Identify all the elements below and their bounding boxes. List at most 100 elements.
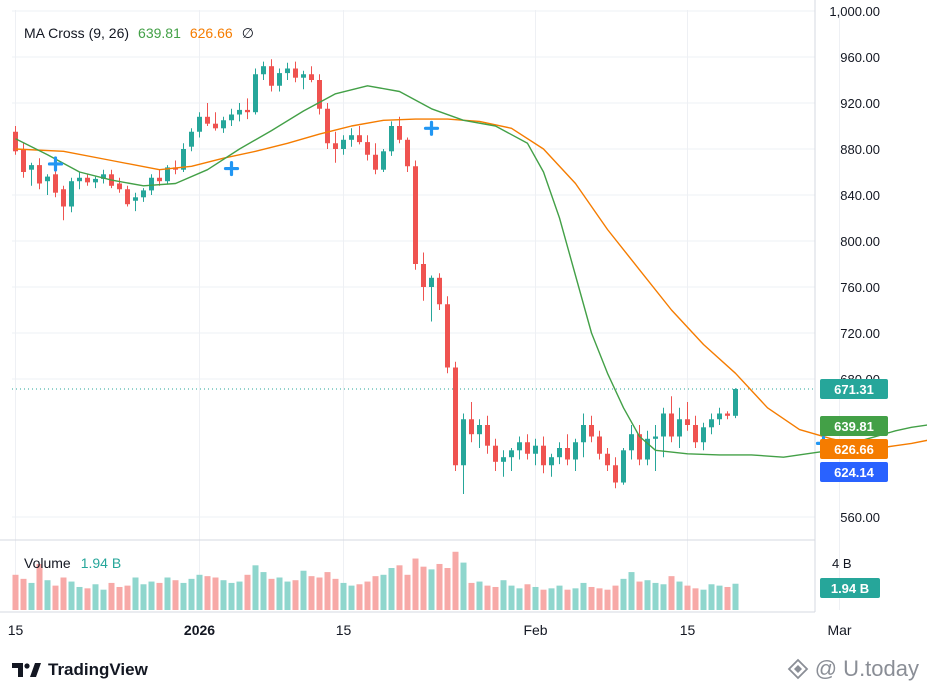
volume-bar (660, 584, 667, 610)
indicator-name: MA Cross (9, 26) (24, 25, 130, 41)
candle (581, 413, 586, 458)
candle (533, 438, 538, 466)
volume-bar (156, 582, 163, 610)
candle-body (149, 177, 154, 191)
volume-bar (356, 584, 363, 610)
candle-body (213, 123, 218, 129)
volume-tag-label: 1.94 B (831, 581, 869, 596)
volume-bar (44, 580, 51, 610)
candle (477, 419, 482, 448)
candle-body (349, 135, 354, 140)
volume-bar (484, 585, 491, 610)
candle-body (341, 139, 346, 149)
volume-bar (324, 572, 331, 610)
volume-bar (556, 585, 563, 610)
volume-legend[interactable]: Volume 1.94 B (24, 555, 121, 571)
candle (557, 442, 562, 465)
candle-body (61, 189, 66, 207)
candle-body (197, 116, 202, 132)
candle-body (429, 277, 434, 287)
candle-body (493, 445, 498, 462)
candle (269, 59, 274, 92)
volume-bar (108, 582, 115, 610)
candle-body (13, 131, 18, 152)
candle (101, 169, 106, 184)
time-tick-label: 15 (336, 622, 352, 638)
candle-body (717, 413, 722, 420)
candle (445, 296, 450, 374)
volume-bar (52, 585, 59, 610)
candle-body (557, 448, 562, 458)
price-tag-bg (820, 378, 888, 399)
volume-bar (572, 588, 579, 610)
candle (653, 425, 658, 471)
candle-body (685, 419, 690, 425)
volume-bar (100, 589, 107, 610)
candle-body (629, 434, 634, 451)
volume-bar (36, 563, 43, 610)
volume-bar (540, 589, 547, 610)
volume-bar (196, 574, 203, 610)
candle-body (541, 445, 546, 466)
time-tick-label: Mar (827, 622, 851, 638)
candle-body (453, 367, 458, 466)
candle (381, 149, 386, 172)
utoday-watermark: @ U.today (787, 656, 919, 682)
indicator-legend[interactable]: MA Cross (9, 26) 639.81 626.66 ∅ (24, 25, 254, 42)
candle-body (509, 450, 514, 458)
volume-bar (404, 574, 411, 610)
candle (357, 126, 362, 145)
candle-body (653, 436, 658, 439)
volume-value: 1.94 B (80, 555, 122, 571)
volume-bar (92, 584, 99, 610)
candle (373, 143, 378, 175)
volume-bar (236, 581, 243, 610)
slow-ma-line (15, 118, 927, 449)
candle-body (581, 425, 586, 443)
candle (509, 448, 514, 471)
volume-bar (460, 562, 467, 610)
candle (133, 192, 138, 212)
volume-bar (628, 572, 635, 610)
candle-body (133, 197, 138, 201)
volume-bar (492, 586, 499, 610)
volume-bar (260, 572, 267, 610)
candle (565, 434, 570, 466)
candle (725, 411, 730, 420)
candle (733, 388, 738, 419)
volume-bar (500, 580, 507, 610)
price-tick-label: 880.00 (840, 142, 880, 157)
candle (437, 273, 442, 310)
candle (93, 176, 98, 189)
candle-body (701, 427, 706, 443)
candle-body (245, 109, 250, 113)
candle (21, 143, 26, 178)
volume-bar (284, 581, 291, 610)
candle-body (293, 68, 298, 78)
candle-body (397, 126, 402, 140)
candles (13, 59, 738, 494)
candle-body (317, 80, 322, 109)
candle (221, 116, 226, 133)
price-tag-label: 671.31 (834, 382, 874, 397)
candle-body (357, 135, 362, 143)
candle-body (229, 114, 234, 121)
price-tick-label: 800.00 (840, 234, 880, 249)
candle-body (413, 166, 418, 264)
tradingview-logo[interactable]: TradingView (12, 660, 148, 680)
candle (461, 413, 466, 494)
volume-tick-label: 4 B (832, 556, 852, 571)
candle-body (277, 73, 282, 86)
volume-bar (292, 580, 299, 610)
grid (0, 0, 840, 613)
candle-body (205, 116, 210, 124)
candle-body (117, 183, 122, 190)
tradingview-logo-text: TradingView (48, 660, 148, 679)
candle (621, 448, 626, 485)
candle-body (645, 438, 650, 460)
candle-body (85, 177, 90, 183)
volume-bar (340, 582, 347, 610)
candle (141, 188, 146, 202)
candle (485, 415, 490, 454)
